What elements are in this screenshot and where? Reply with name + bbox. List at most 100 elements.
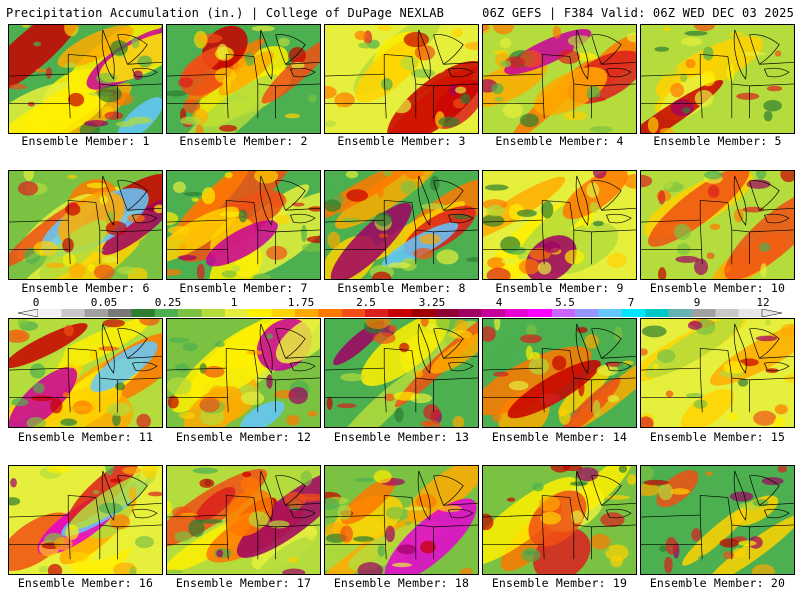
ensemble-member-label: Ensemble Member: 6 <box>21 281 150 295</box>
colorbar-segment <box>551 309 576 317</box>
ensemble-panel <box>166 170 321 280</box>
precip-map <box>9 25 162 133</box>
ensemble-panel <box>324 465 479 575</box>
ensemble-panel <box>8 465 163 575</box>
colorbar-tick-label: 7 <box>627 296 635 309</box>
colorbar-segment <box>598 309 623 317</box>
colorbar-segment <box>294 309 319 317</box>
precip-map <box>167 319 320 427</box>
ensemble-panel <box>640 24 795 134</box>
ensemble-panel <box>8 170 163 280</box>
ensemble-panel <box>324 170 479 280</box>
ensemble-member-label: Ensemble Member: 16 <box>17 576 154 590</box>
ensemble-member-label: Ensemble Member: 7 <box>179 281 308 295</box>
state-borders <box>641 323 794 413</box>
state-borders <box>325 470 478 560</box>
state-borders <box>483 175 636 265</box>
colorbar-segment <box>621 309 646 317</box>
precip-map <box>641 319 794 427</box>
colorbar-segment <box>411 309 436 317</box>
ensemble-panel <box>166 318 321 428</box>
state-borders <box>483 323 636 413</box>
colorbar-segment <box>668 309 693 317</box>
ensemble-member-label: Ensemble Member: 14 <box>491 430 628 444</box>
page-title: Precipitation Accumulation (in.) | Colle… <box>6 6 445 20</box>
colorbar-segment <box>178 309 202 317</box>
state-borders <box>9 470 162 560</box>
precip-map <box>9 171 162 279</box>
colorbar-segment <box>318 309 342 317</box>
colorbar-segment <box>575 309 599 317</box>
colorbar-segment <box>458 309 482 317</box>
state-borders <box>641 470 794 560</box>
ensemble-member-label: Ensemble Member: 17 <box>175 576 312 590</box>
colorbar-tick-label: 0.05 <box>90 296 118 309</box>
colorbar-right-arrow <box>761 309 782 317</box>
ensemble-member-label: Ensemble Member: 10 <box>649 281 786 295</box>
colorbar-segment <box>84 309 109 317</box>
precip-map <box>325 171 478 279</box>
state-borders <box>325 29 478 119</box>
ensemble-panel <box>640 318 795 428</box>
state-borders <box>9 175 162 265</box>
state-borders <box>167 323 320 413</box>
ensemble-panel <box>482 170 637 280</box>
state-borders <box>483 470 636 560</box>
ensemble-panel <box>640 465 795 575</box>
ensemble-panel <box>166 465 321 575</box>
ensemble-panel <box>482 318 637 428</box>
colorbar-segment <box>201 309 226 317</box>
ensemble-member-label: Ensemble Member: 18 <box>333 576 470 590</box>
precip-map <box>325 25 478 133</box>
colorbar-labels: 0 0.05 0.25 1 1.75 2.5 3.25 4 5.5 7 9 12 <box>0 296 800 310</box>
colorbar-segment <box>38 309 62 317</box>
precip-map <box>483 466 636 574</box>
ensemble-member-label: Ensemble Member: 12 <box>175 430 312 444</box>
state-borders <box>325 175 478 265</box>
state-borders <box>483 29 636 119</box>
colorbar-tick-label: 12 <box>756 296 770 309</box>
run-info: 06Z GEFS | F384 Valid: 06Z WED DEC 03 20… <box>482 6 794 20</box>
colorbar-segment <box>131 309 155 317</box>
ensemble-panel <box>324 24 479 134</box>
state-borders <box>641 175 794 265</box>
colorbar-segment <box>248 309 272 317</box>
ensemble-member-label: Ensemble Member: 4 <box>495 134 624 148</box>
colorbar-segment <box>435 309 459 317</box>
state-borders <box>167 175 320 265</box>
colorbar-tick-label: 2.5 <box>356 296 376 309</box>
colorbar-segment <box>481 309 506 317</box>
ensemble-panel <box>640 170 795 280</box>
ensemble-panel <box>482 465 637 575</box>
ensemble-member-label: Ensemble Member: 9 <box>495 281 624 295</box>
ensemble-member-label: Ensemble Member: 20 <box>649 576 786 590</box>
state-borders <box>325 323 478 413</box>
precip-map <box>483 319 636 427</box>
colorbar-segment <box>224 309 249 317</box>
precip-map <box>167 25 320 133</box>
colorbar <box>18 309 782 317</box>
precip-map <box>167 466 320 574</box>
precip-map <box>641 466 794 574</box>
ensemble-panel <box>8 318 163 428</box>
precip-map <box>641 25 794 133</box>
colorbar-tick-label: 9 <box>693 296 701 309</box>
state-borders <box>9 29 162 119</box>
colorbar-tick-label: 1 <box>230 296 238 309</box>
state-borders <box>9 323 162 413</box>
ensemble-panel <box>8 24 163 134</box>
ensemble-member-label: Ensemble Member: 1 <box>21 134 150 148</box>
ensemble-member-label: Ensemble Member: 13 <box>333 430 470 444</box>
state-borders <box>167 470 320 560</box>
colorbar-segment <box>645 309 669 317</box>
colorbar-tick-label: 3.25 <box>418 296 446 309</box>
colorbar-tick-label: 5.5 <box>555 296 575 309</box>
precip-map <box>9 466 162 574</box>
state-borders <box>641 29 794 119</box>
ensemble-panel <box>482 24 637 134</box>
colorbar-tick-label: 0.25 <box>154 296 182 309</box>
ensemble-member-label: Ensemble Member: 5 <box>653 134 782 148</box>
ensemble-panel <box>166 24 321 134</box>
colorbar-tick-label: 1.75 <box>287 296 315 309</box>
colorbar-segment <box>61 309 85 317</box>
